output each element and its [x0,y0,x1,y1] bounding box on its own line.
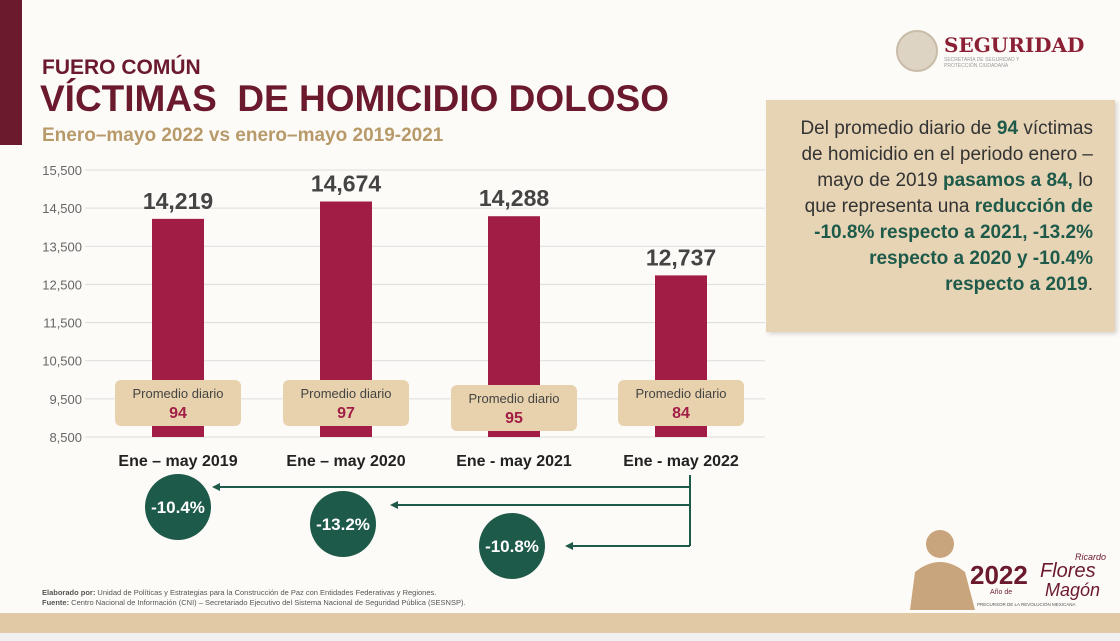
arrowhead-icon [212,483,220,491]
bottom-strip [0,633,1120,641]
bar-value-label: 14,674 [311,171,382,197]
arrowhead-icon [390,501,398,509]
x-category-label: Ene – may 2019 [118,453,237,470]
seguridad-logo: SEGURIDAD SECRETARÍA DE SEGURIDAD Y PROT… [896,30,1084,72]
source: Centro Nacional de Información (CNI) – S… [69,598,466,607]
daily-avg-label: Promedio diario [468,391,559,406]
bottom-band [0,613,1120,633]
daily-avg-label: Promedio diario [300,386,391,401]
page-subtitle: Enero–mayo 2022 vs enero–mayo 2019-2021 [42,125,444,146]
bar-value-label: 14,219 [143,188,213,214]
y-tick-label: 11,500 [43,316,82,331]
summary-highlight: 94 [996,118,1019,139]
y-tick-label: 9,500 [49,392,82,407]
footer-notes: Elaborado por: Unidad de Políticas y Est… [42,588,466,608]
summary-text: lo que representa una [804,170,1093,217]
bar-chart: 8,500 9,500 10,500 11,500 12,500 13,500 14,500… [42,163,765,579]
summary-text: Del promedio diario de [800,118,997,139]
daily-avg-value: 94 [169,405,187,422]
summary-text: . [1087,274,1093,295]
section-label: FUERO COMÚN [42,56,201,79]
x-category-label: Ene - may 2021 [456,453,572,470]
y-tick-label: 8,500 [49,430,82,445]
x-category-label: Ene - may 2022 [623,453,739,470]
flores-magon-logo: 2022 Año de Ricardo Flores Magón PRECURS… [910,530,1106,610]
portrait-body [910,562,975,610]
y-tick-label: 14,500 [42,201,82,216]
arrowhead-icon [565,542,573,550]
summary-highlight: pasamos a 84, [943,170,1073,191]
bar-value-label: 14,288 [479,185,550,211]
magon-name1: Ricardo [1075,552,1106,562]
bar-value-label: 12,737 [646,244,716,270]
magon-name2: Flores [1040,560,1096,582]
source-label: Fuente: [42,598,70,607]
portrait-icon [926,530,954,558]
change-label: -13.2% [316,515,370,534]
magon-ano: Año de [990,589,1012,596]
daily-avg-box [451,385,577,431]
magon-name3: Magón [1045,580,1100,600]
accent-bar [0,0,22,145]
summary-box: Del promedio diario de 94 víctimas de ho… [766,100,1115,332]
change-circle [145,474,211,540]
change-circle [479,513,545,579]
daily-avg-box [618,380,744,426]
seal-icon [896,30,938,72]
daily-avg-box [283,380,409,426]
logo-subtitle: SECRETARÍA DE SEGURIDAD Y PROTECCIÓN CIU… [944,57,1020,69]
made-by-label: Elaborado por: [42,588,96,597]
y-tick-label: 12,500 [42,277,82,292]
magon-tagline: PRECURSOR DE LA REVOLUCIÓN MEXICANA [977,601,1076,607]
y-tick-label: 10,500 [42,354,82,369]
logo-name: SEGURIDAD [944,33,1085,57]
made-by: Unidad de Políticas y Estrategias para l… [95,588,437,597]
x-category-label: Ene – may 2020 [286,453,405,470]
y-tick-label: 13,500 [42,239,82,254]
daily-avg-value: 84 [672,405,690,422]
daily-avg-value: 95 [505,410,523,427]
change-circle [310,491,376,557]
summary-highlight: reducción de -10.8% respecto a 2021, -13… [814,196,1093,295]
magon-year: 2022 [970,560,1028,590]
daily-avg-value: 97 [337,405,355,422]
change-label: -10.8% [485,537,539,556]
y-tick-label: 15,500 [42,163,82,178]
change-label: -10.4% [151,498,205,517]
daily-avg-label: Promedio diario [635,386,726,401]
daily-avg-box [115,380,241,426]
daily-avg-label: Promedio diario [132,386,223,401]
summary-text: víctimas de homicidio en el periodo ener… [801,118,1093,191]
page-title: VÍCTIMAS DE HOMICIDIO DOLOSO [40,78,670,119]
